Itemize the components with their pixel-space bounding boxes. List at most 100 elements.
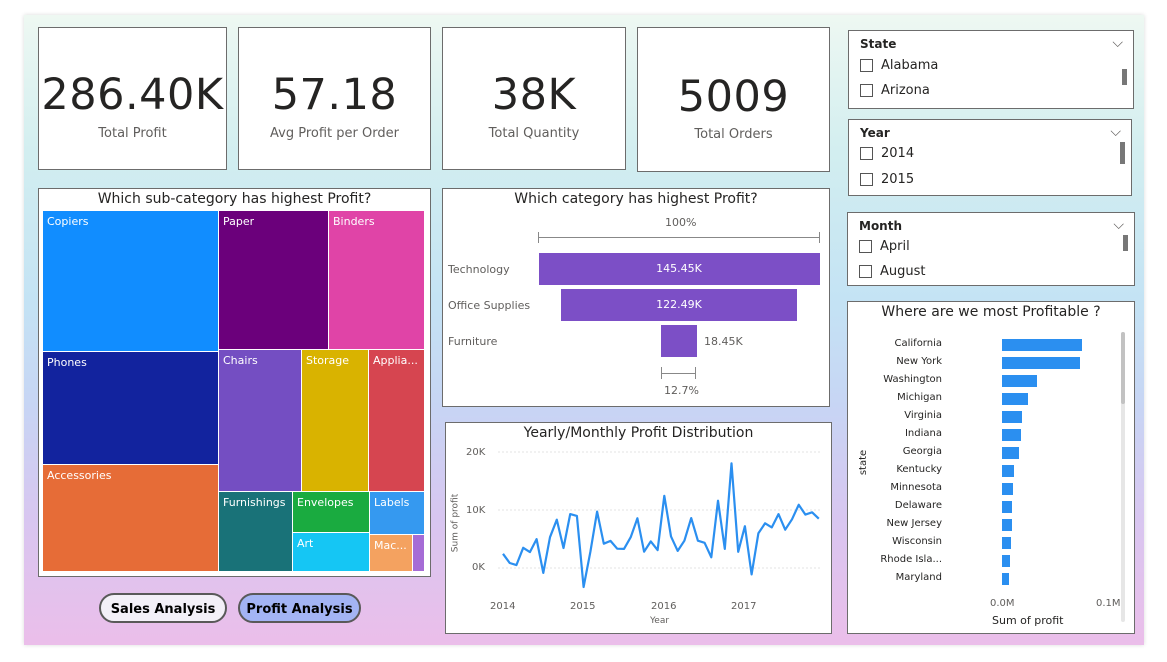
kpi-value: 38K <box>443 70 625 120</box>
treemap-tile[interactable]: Applia... <box>369 350 425 492</box>
scrollbar-thumb[interactable] <box>1121 332 1125 404</box>
sales-analysis-button[interactable]: Sales Analysis <box>99 593 227 623</box>
kpi-label: Avg Profit per Order <box>239 126 430 141</box>
slicer-option[interactable]: 2014 <box>860 146 914 161</box>
funnel-bottom-bracket-left <box>661 367 662 379</box>
state-bar[interactable] <box>1002 375 1037 387</box>
funnel-bottom-bracket-right <box>695 367 696 379</box>
state-label: Virginia <box>904 410 942 421</box>
slicer-option[interactable]: Arizona <box>860 83 930 98</box>
state-bar[interactable] <box>1002 501 1012 513</box>
line-chart-panel: Yearly/Monthly Profit Distribution Sum o… <box>445 422 832 634</box>
state-label: Wisconsin <box>892 536 942 547</box>
slicer-scrollbar[interactable] <box>1122 69 1127 85</box>
tile-label: Labels <box>374 496 409 509</box>
chevron-down-icon[interactable]: ⌵ <box>1112 35 1123 51</box>
funnel-category: Technology <box>448 263 510 276</box>
slicer-scrollbar[interactable] <box>1123 235 1128 251</box>
funnel-title: Which category has highest Profit? <box>443 191 829 207</box>
state-bar[interactable] <box>1002 447 1019 459</box>
state-label: New York <box>896 356 942 367</box>
funnel-bar[interactable]: 122.49K <box>561 289 798 321</box>
treemap: Copiers Phones Accessories Paper Binders… <box>43 211 425 572</box>
state-label: Washington <box>883 374 942 385</box>
option-label: 2014 <box>881 146 914 161</box>
funnel-top-percent: 100% <box>665 216 696 229</box>
state-label: Georgia <box>903 446 942 457</box>
state-bar[interactable] <box>1002 339 1082 351</box>
kpi-label: Total Profit <box>39 126 226 141</box>
checkbox[interactable] <box>859 240 872 253</box>
state-label: New Jersey <box>887 518 942 529</box>
funnel-category: Furniture <box>448 335 497 348</box>
checkbox[interactable] <box>860 147 873 160</box>
state-bar[interactable] <box>1002 411 1022 423</box>
slicer-scrollbar[interactable] <box>1120 142 1125 164</box>
treemap-tile[interactable]: Copiers <box>43 211 219 352</box>
kpi-value: 5009 <box>638 72 829 122</box>
funnel-panel: Which category has highest Profit? 100% … <box>442 188 830 407</box>
slicer-option[interactable]: Alabama <box>860 58 938 73</box>
slicer-option[interactable]: April <box>859 239 910 254</box>
treemap-tile[interactable]: Labels <box>370 492 425 535</box>
tile-label: Mac... <box>374 539 407 552</box>
kpi-label: Total Orders <box>638 127 829 142</box>
state-bar[interactable] <box>1002 519 1012 531</box>
funnel-top-bracket-right <box>819 232 820 243</box>
funnel-outside-label: 18.45K <box>704 335 743 348</box>
slicer-option[interactable]: August <box>859 264 926 279</box>
tile-label: Phones <box>47 356 87 369</box>
slicer-option[interactable]: 2015 <box>860 172 914 187</box>
slicer-title: Year <box>860 126 890 140</box>
x-axis-title: Sum of profit <box>992 614 1064 627</box>
treemap-tile[interactable]: Phones <box>43 352 219 465</box>
state-bar[interactable] <box>1002 555 1010 567</box>
state-label: Maryland <box>896 572 942 583</box>
state-bar[interactable] <box>1002 483 1013 495</box>
year-slicer: Year ⌵ 2014 2015 <box>848 119 1132 196</box>
slicer-title: State <box>860 37 896 51</box>
tile-label: Accessories <box>47 469 111 482</box>
state-bar[interactable] <box>1002 573 1009 585</box>
dashboard-canvas: 286.40K Total Profit 57.18 Avg Profit pe… <box>24 15 1144 645</box>
treemap-tile[interactable]: Envelopes <box>293 492 370 533</box>
state-label-column: California New York Washington Michigan Virg… <box>868 302 942 635</box>
funnel-bottom-bracket <box>661 373 696 374</box>
funnel-bar[interactable]: 145.45K <box>539 253 820 285</box>
checkbox[interactable] <box>859 265 872 278</box>
funnel-bottom-percent: 12.7% <box>664 384 699 397</box>
state-label: Michigan <box>897 392 942 403</box>
treemap-tile[interactable]: Paper <box>219 211 329 350</box>
treemap-tile[interactable]: Mac... <box>370 535 413 572</box>
state-bar[interactable] <box>1002 537 1011 549</box>
tile-label: Envelopes <box>297 496 353 509</box>
state-bar[interactable] <box>1002 465 1014 477</box>
x-tick: 0.0M <box>990 598 1015 609</box>
funnel-bar-label: 145.45K <box>656 262 702 275</box>
treemap-tile[interactable]: Accessories <box>43 465 219 572</box>
funnel-top-bracket <box>538 237 820 238</box>
checkbox[interactable] <box>860 84 873 97</box>
funnel-top-bracket-left <box>538 232 539 243</box>
checkbox[interactable] <box>860 173 873 186</box>
state-bar-area <box>1002 302 1122 635</box>
state-bar[interactable] <box>1002 429 1021 441</box>
funnel-bar[interactable] <box>661 325 697 357</box>
state-label: California <box>895 338 943 349</box>
chevron-down-icon[interactable]: ⌵ <box>1113 217 1124 233</box>
treemap-tile[interactable]: Furnishings <box>219 492 293 572</box>
treemap-tile[interactable] <box>413 535 425 572</box>
treemap-tile[interactable]: Binders <box>329 211 425 350</box>
state-bar[interactable] <box>1002 357 1080 369</box>
state-bar[interactable] <box>1002 393 1028 405</box>
treemap-tile[interactable]: Art <box>293 533 370 572</box>
chevron-down-icon[interactable]: ⌵ <box>1110 124 1121 140</box>
treemap-tile[interactable]: Chairs <box>219 350 302 492</box>
line-plot[interactable] <box>446 423 833 635</box>
kpi-value: 286.40K <box>39 70 226 120</box>
funnel-category: Office Supplies <box>448 299 530 312</box>
checkbox[interactable] <box>860 59 873 72</box>
profit-analysis-button[interactable]: Profit Analysis <box>238 593 361 623</box>
kpi-total-profit: 286.40K Total Profit <box>38 27 227 170</box>
treemap-tile[interactable]: Storage <box>302 350 369 492</box>
